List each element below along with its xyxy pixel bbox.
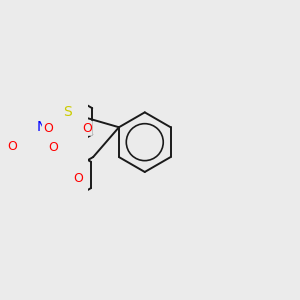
- Text: O: O: [82, 122, 92, 135]
- Text: O: O: [48, 141, 58, 154]
- Text: S: S: [63, 105, 72, 119]
- Text: O: O: [7, 140, 17, 153]
- Text: O: O: [73, 172, 83, 185]
- Text: O: O: [43, 122, 53, 135]
- Text: N: N: [36, 120, 47, 134]
